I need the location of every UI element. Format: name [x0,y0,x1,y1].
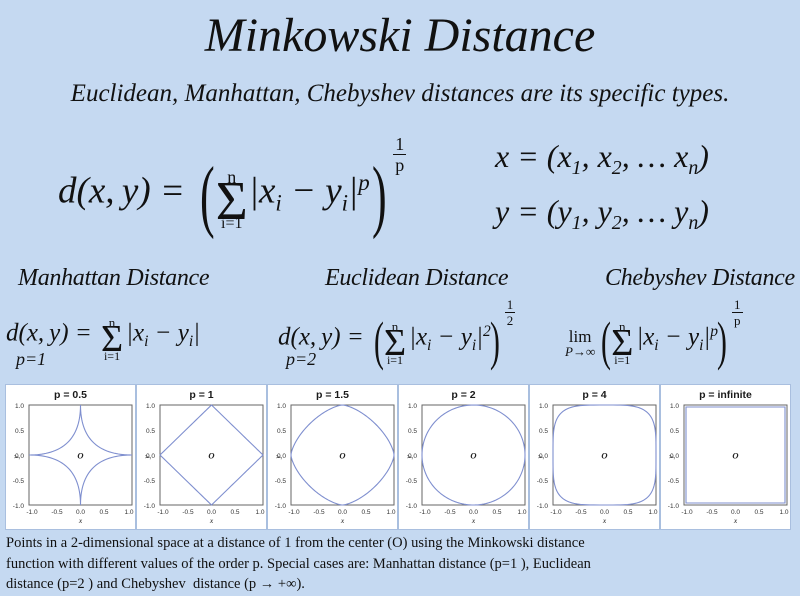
svg-text:-1.0: -1.0 [550,509,562,516]
svg-text:1.0: 1.0 [670,403,679,410]
svg-text:O: O [77,451,83,461]
svg-text:1.0: 1.0 [386,509,395,516]
svg-text:1.0: 1.0 [15,403,24,410]
svg-text:0.5: 0.5 [99,509,108,516]
svg-text:0.5: 0.5 [361,509,370,516]
svg-text:0.5: 0.5 [539,428,548,435]
svg-text:-0.5: -0.5 [444,509,456,516]
svg-text:-1.0: -1.0 [537,503,549,510]
svg-text:0.5: 0.5 [623,509,632,516]
svg-text:-0.5: -0.5 [575,509,587,516]
svg-text:-1.0: -1.0 [144,503,156,510]
svg-text:1.0: 1.0 [146,403,155,410]
svg-text:O: O [732,451,738,461]
svg-text:-0.5: -0.5 [275,478,287,485]
svg-text:y: y [535,455,544,460]
svg-text:x: x [471,516,476,525]
svg-text:y: y [273,455,282,460]
svg-text:O: O [208,451,214,461]
svg-text:1.0: 1.0 [124,509,133,516]
svg-text:0.5: 0.5 [408,428,417,435]
svg-text:x: x [602,516,607,525]
svg-text:x: x [209,516,214,525]
svg-text:0.5: 0.5 [277,428,286,435]
svg-text:0.0: 0.0 [600,509,609,516]
svg-text:-0.5: -0.5 [706,509,718,516]
svg-text:O: O [601,451,607,461]
svg-text:-1.0: -1.0 [288,509,300,516]
svg-text:1.0: 1.0 [277,403,286,410]
svg-text:0.0: 0.0 [469,509,478,516]
svg-text:-0.5: -0.5 [13,478,25,485]
svg-text:1.0: 1.0 [779,509,788,516]
svg-text:-1.0: -1.0 [681,509,693,516]
svg-text:-1.0: -1.0 [406,503,418,510]
svg-text:-1.0: -1.0 [275,503,287,510]
svg-text:-1.0: -1.0 [26,509,38,516]
svg-text:0.5: 0.5 [15,428,24,435]
svg-text:y: y [142,455,151,460]
svg-text:1.0: 1.0 [408,403,417,410]
svg-text:-0.5: -0.5 [313,509,325,516]
svg-text:-1.0: -1.0 [668,503,680,510]
svg-text:-0.5: -0.5 [182,509,194,516]
svg-text:-1.0: -1.0 [157,509,169,516]
svg-text:0.0: 0.0 [731,509,740,516]
svg-text:0.0: 0.0 [76,509,85,516]
svg-text:0.5: 0.5 [146,428,155,435]
svg-text:O: O [470,451,476,461]
svg-text:1.0: 1.0 [517,509,526,516]
svg-text:1.0: 1.0 [648,509,657,516]
svg-text:0.0: 0.0 [338,509,347,516]
svg-text:O: O [339,451,345,461]
svg-text:-1.0: -1.0 [13,503,25,510]
svg-text:y: y [404,455,413,460]
svg-text:0.5: 0.5 [670,428,679,435]
svg-text:x: x [78,516,83,525]
svg-text:y: y [11,455,20,460]
svg-text:-0.5: -0.5 [406,478,418,485]
svg-text:-0.5: -0.5 [668,478,680,485]
svg-text:1.0: 1.0 [255,509,264,516]
svg-text:x: x [340,516,345,525]
svg-text:0.5: 0.5 [230,509,239,516]
svg-text:-1.0: -1.0 [419,509,431,516]
svg-text:0.0: 0.0 [207,509,216,516]
svg-text:y: y [666,455,675,460]
svg-text:0.5: 0.5 [754,509,763,516]
svg-text:-0.5: -0.5 [144,478,156,485]
svg-text:-0.5: -0.5 [51,509,63,516]
svg-text:1.0: 1.0 [539,403,548,410]
svg-text:0.5: 0.5 [492,509,501,516]
svg-text:-0.5: -0.5 [537,478,549,485]
svg-text:x: x [733,516,738,525]
